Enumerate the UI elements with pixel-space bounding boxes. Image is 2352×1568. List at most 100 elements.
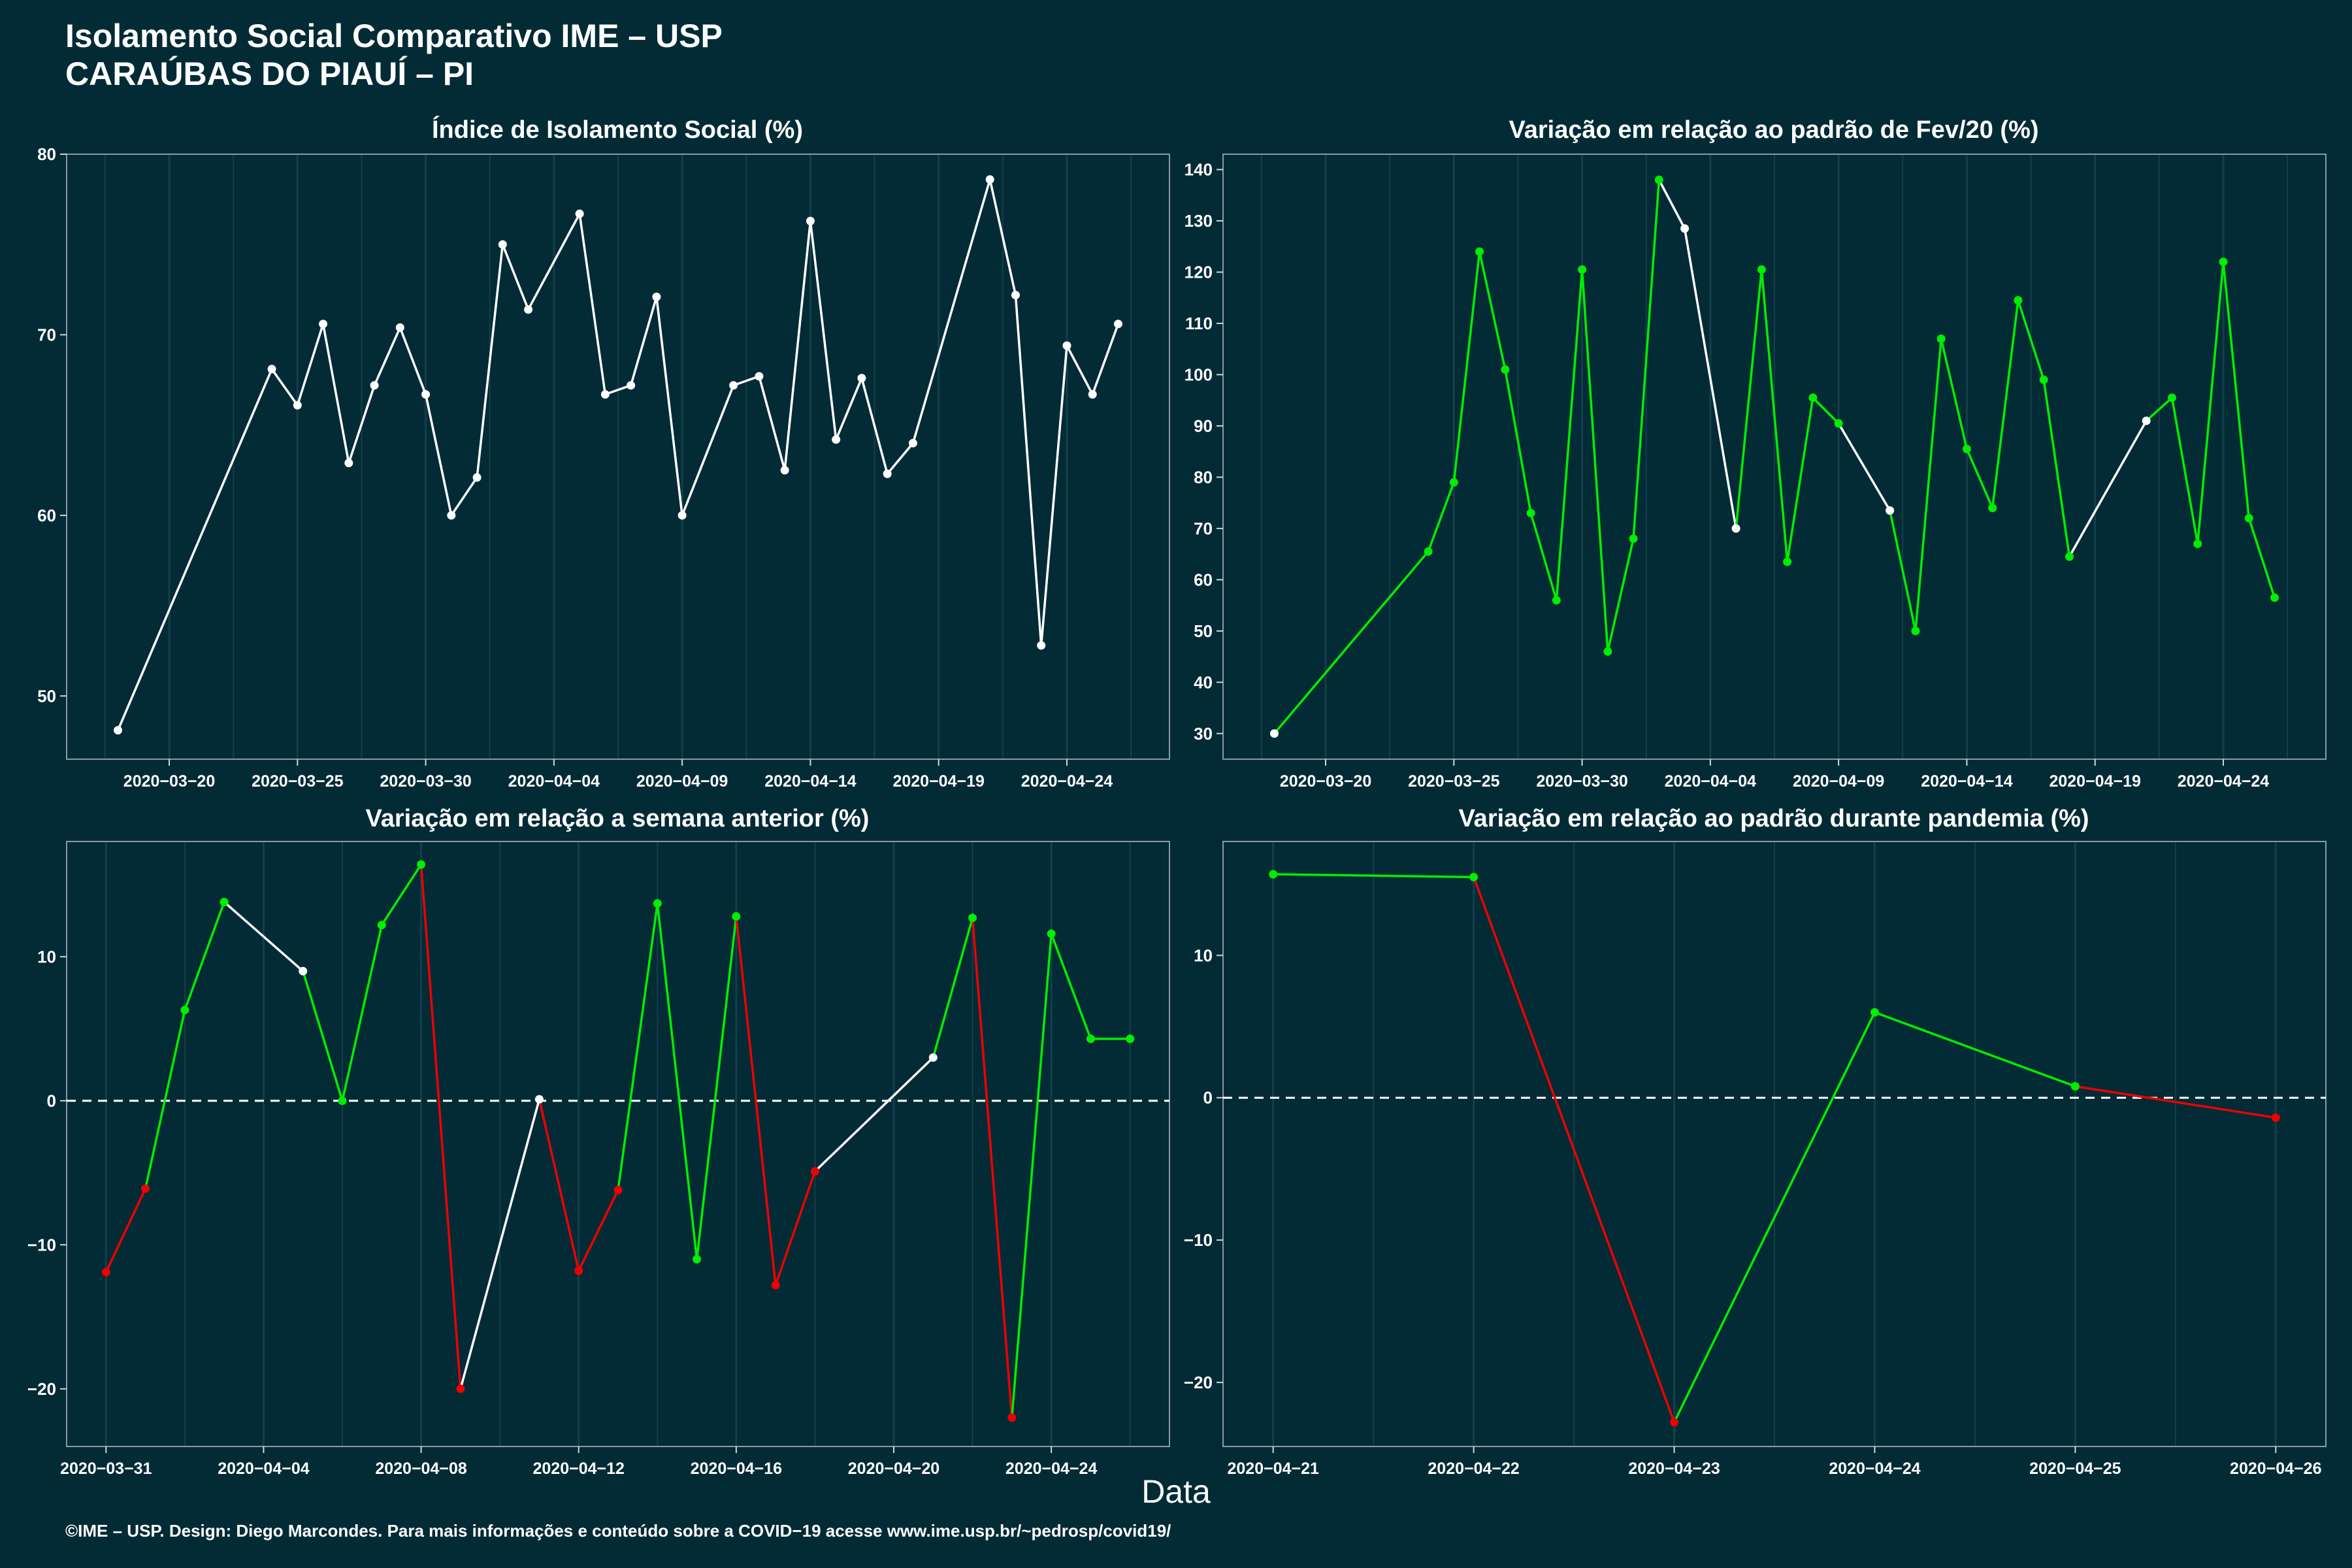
series-line-segment bbox=[459, 1099, 541, 1390]
data-point bbox=[344, 459, 353, 468]
series-line-segment bbox=[1914, 338, 1942, 631]
series-line-segment bbox=[348, 385, 376, 464]
page-title: Isolamento Social Comparativo IME – USP bbox=[65, 18, 723, 54]
series-line-segment bbox=[1658, 179, 1686, 229]
series-line-segment bbox=[783, 221, 812, 470]
data-point bbox=[1731, 524, 1740, 533]
data-point bbox=[1424, 547, 1433, 556]
data-point bbox=[2167, 393, 2176, 402]
data-point bbox=[498, 240, 507, 249]
data-point bbox=[141, 1184, 150, 1193]
series-line-segment bbox=[1427, 482, 1455, 552]
data-point bbox=[1011, 291, 1020, 300]
series-line-segment bbox=[1673, 1011, 1876, 1423]
data-point bbox=[1269, 870, 1278, 879]
panel-frame bbox=[1222, 841, 2327, 1447]
series-line-segment bbox=[886, 442, 914, 475]
y-tick-label: 70 bbox=[1194, 519, 1213, 538]
series-line-segment bbox=[1011, 933, 1053, 1418]
data-point bbox=[421, 390, 431, 399]
data-point bbox=[1911, 627, 1920, 636]
series-line-segment bbox=[1735, 269, 1763, 529]
data-point bbox=[267, 365, 276, 374]
series-line-segment bbox=[419, 864, 462, 1389]
data-point bbox=[1047, 929, 1056, 938]
series-line-segment bbox=[538, 1099, 580, 1271]
series-line-segment bbox=[2170, 397, 2199, 544]
y-tick-label: 50 bbox=[37, 686, 56, 706]
series-line-segment bbox=[681, 385, 735, 516]
chart-panel-1: 50 60 70 80 2020−03−20 2020−03−25 2020−03−30 20… bbox=[37, 144, 1170, 791]
panel-title-3: Variação em relação a semana anterior (%… bbox=[365, 805, 870, 832]
panel-title-4: Variação em relação ao padrão durante pa… bbox=[1458, 805, 2089, 832]
data-point bbox=[114, 726, 123, 735]
data-point bbox=[299, 966, 308, 975]
series-line-segment bbox=[270, 368, 299, 406]
x-tick-label: 2020−03−20 bbox=[1280, 772, 1371, 791]
data-point bbox=[693, 1254, 702, 1264]
data-point bbox=[2219, 257, 2228, 267]
data-point bbox=[1449, 478, 1458, 487]
series-line-segment bbox=[656, 903, 698, 1260]
data-point bbox=[755, 372, 764, 381]
data-point bbox=[810, 1167, 819, 1176]
data-point bbox=[1126, 1034, 1135, 1043]
data-point bbox=[652, 292, 661, 301]
series-line-segment bbox=[1504, 369, 1532, 514]
series-line-segment bbox=[105, 1188, 147, 1273]
data-point bbox=[377, 921, 386, 930]
series-line-segment bbox=[835, 378, 863, 440]
series-line-segment bbox=[1888, 510, 1917, 632]
data-point bbox=[2142, 416, 2151, 425]
series-line-segment bbox=[399, 327, 427, 395]
x-tick-label: 2020−04−25 bbox=[2029, 1460, 2121, 1478]
series-line-segment bbox=[733, 375, 760, 387]
data-point bbox=[732, 912, 741, 921]
chart-panel-2: 30 40 50 60 70 80 90 100 110 120 130 140 2020−03−20 2… bbox=[1184, 154, 2327, 791]
series-line-segment bbox=[424, 394, 453, 516]
series-line-segment bbox=[1050, 933, 1092, 1039]
series-line-segment bbox=[223, 901, 304, 972]
series-line-segment bbox=[2196, 261, 2225, 544]
data-point bbox=[2070, 1082, 2080, 1091]
x-tick-label: 2020−04−24 bbox=[1005, 1460, 1098, 1478]
x-tick-label: 2020−03−30 bbox=[1536, 772, 1627, 791]
data-point bbox=[1654, 175, 1663, 184]
data-point bbox=[319, 319, 328, 329]
series-line-segment bbox=[1472, 876, 1676, 1423]
data-point bbox=[2270, 593, 2279, 602]
y-tick-label: 130 bbox=[1184, 211, 1213, 231]
data-point bbox=[1870, 1007, 1879, 1017]
series-line-segment bbox=[971, 917, 1013, 1418]
x-axis-caption: Data bbox=[1141, 1473, 1211, 1510]
data-point bbox=[395, 323, 404, 332]
data-point bbox=[928, 1053, 938, 1062]
data-point bbox=[1603, 647, 1612, 656]
data-point bbox=[1808, 393, 1818, 402]
data-point bbox=[1936, 335, 1946, 344]
series-line-segment bbox=[450, 476, 478, 516]
x-tick-label: 2020−04−24 bbox=[1021, 772, 1113, 791]
series-line-segment bbox=[1039, 345, 1068, 646]
data-point bbox=[2244, 514, 2253, 523]
series-line-segment bbox=[501, 244, 530, 310]
panel-frame bbox=[66, 154, 1170, 760]
data-point bbox=[832, 435, 841, 444]
data-point bbox=[2271, 1113, 2280, 1122]
y-tick-label: 50 bbox=[1194, 621, 1213, 641]
series-line-segment bbox=[1452, 251, 1481, 483]
y-tick-label: 90 bbox=[1194, 416, 1213, 436]
data-point bbox=[1062, 341, 1071, 350]
series-line-segment bbox=[617, 903, 659, 1190]
data-point bbox=[780, 466, 789, 475]
series-line-segment bbox=[302, 970, 344, 1102]
series-line-segment bbox=[1273, 551, 1429, 734]
series-line-segment bbox=[321, 323, 350, 463]
series-line-segment bbox=[476, 244, 504, 478]
data-point bbox=[1270, 729, 1279, 738]
series-line-segment bbox=[911, 179, 991, 444]
data-point bbox=[575, 209, 584, 218]
series-line-segment bbox=[1760, 269, 1789, 563]
data-point bbox=[1113, 319, 1122, 329]
